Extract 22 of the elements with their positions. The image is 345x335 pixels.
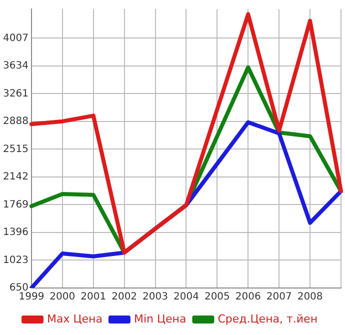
x-tick-label: 2004 [174,292,199,303]
y-tick-label: 1769 [2,199,28,210]
x-tick-label: 2001 [80,292,106,303]
x-tick-label: 2008 [297,292,323,303]
y-tick-label: 4007 [2,32,28,44]
x-tick-label: 2000 [50,292,76,303]
x-tick-label: 2005 [204,292,230,303]
y-tick-label: 1396 [2,227,28,238]
y-tick-label: 2142 [2,172,28,183]
legend-label: Max Цена [46,312,102,326]
x-tick-label: 1999 [18,292,44,303]
y-tick-label: 1023 [2,254,28,266]
legend-label: Min Цена [134,312,186,326]
legend-label: Сред.Цена, т.йен [218,312,318,326]
y-tick-label: 2888 [2,116,28,128]
x-tick-label: 2002 [112,292,138,303]
x-tick-label: 2003 [142,292,168,303]
x-tick-label: 2006 [235,292,261,303]
y-tick-label: 3634 [2,60,28,72]
y-tick-label: 3261 [2,88,28,100]
x-tick-label: 2007 [266,292,292,303]
y-tick-label: 2515 [2,144,28,155]
